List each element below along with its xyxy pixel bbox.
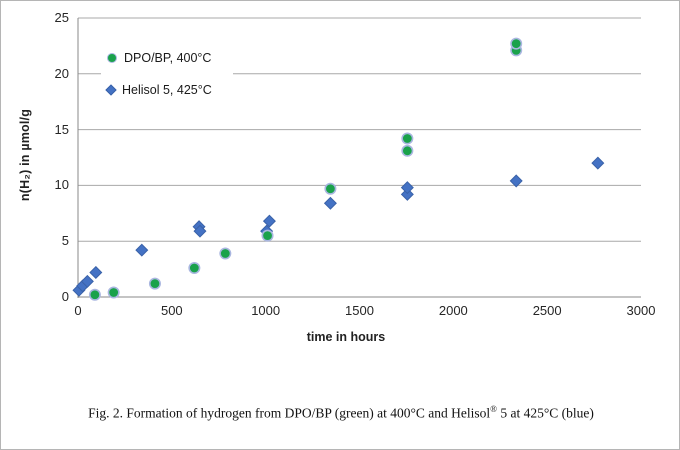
y-axis-tick-label: 10 (54, 177, 69, 193)
data-point-diamond (89, 265, 103, 279)
data-point-circle (401, 132, 414, 145)
legend-item-dpo-bp: DPO/BP, 400°C (107, 45, 233, 71)
data-point-circle (107, 286, 120, 299)
data-point-circle (324, 182, 337, 195)
y-axis-tick-label: 15 (54, 121, 69, 137)
data-point-diamond (400, 187, 414, 201)
data-point-circle (261, 229, 274, 242)
y-axis-title: n(H₂) in µmol/g (18, 108, 32, 202)
y-axis-tick-label: 20 (54, 65, 69, 81)
data-point-diamond (262, 214, 276, 228)
x-axis-tick-label: 0 (74, 303, 82, 318)
legend-label: Helisol 5, 425°C (122, 83, 212, 97)
diamond-marker-icon (105, 84, 117, 96)
data-point-diamond (591, 156, 605, 170)
data-point-circle (219, 247, 232, 260)
circle-marker-icon (107, 53, 117, 63)
data-point-circle (148, 277, 161, 290)
x-axis-tick-label: 1500 (345, 303, 374, 318)
scatter-chart (72, 17, 641, 301)
x-axis-tick-label: 2500 (532, 303, 562, 318)
x-axis-tick-label: 2000 (438, 303, 468, 318)
registered-trademark-symbol: ® (490, 404, 497, 414)
x-axis-title: time in hours (306, 330, 386, 344)
data-point-diamond (509, 174, 523, 188)
figure-caption: Fig. 2. Formation of hydrogen from DPO/B… (1, 404, 679, 422)
data-point-circle (510, 37, 523, 50)
legend: DPO/BP, 400°C Helisol 5, 425°C (101, 43, 233, 105)
data-point-circle (188, 261, 201, 274)
x-axis-tick-label: 500 (160, 303, 183, 318)
data-point-diamond (193, 224, 207, 238)
y-axis-tick-label: 25 (54, 10, 69, 25)
caption-text: 5 at 425°C (blue) (496, 405, 594, 421)
data-point-diamond (400, 181, 414, 195)
data-point-diamond (323, 196, 337, 210)
data-point-circle (88, 288, 101, 301)
legend-label: DPO/BP, 400°C (124, 51, 212, 65)
y-axis-tick-label: 5 (61, 233, 69, 249)
data-point-diamond (135, 243, 149, 257)
data-point-diamond (80, 274, 94, 288)
y-axis-tick-label: 0 (61, 289, 69, 304)
caption-text: Fig. 2. Formation of hydrogen from DPO/B… (88, 405, 491, 421)
data-point-circle (401, 144, 414, 157)
x-axis-tick-label: 1000 (251, 303, 281, 318)
legend-item-helisol: Helisol 5, 425°C (105, 77, 233, 103)
x-axis-tick-label: 3000 (626, 303, 656, 318)
